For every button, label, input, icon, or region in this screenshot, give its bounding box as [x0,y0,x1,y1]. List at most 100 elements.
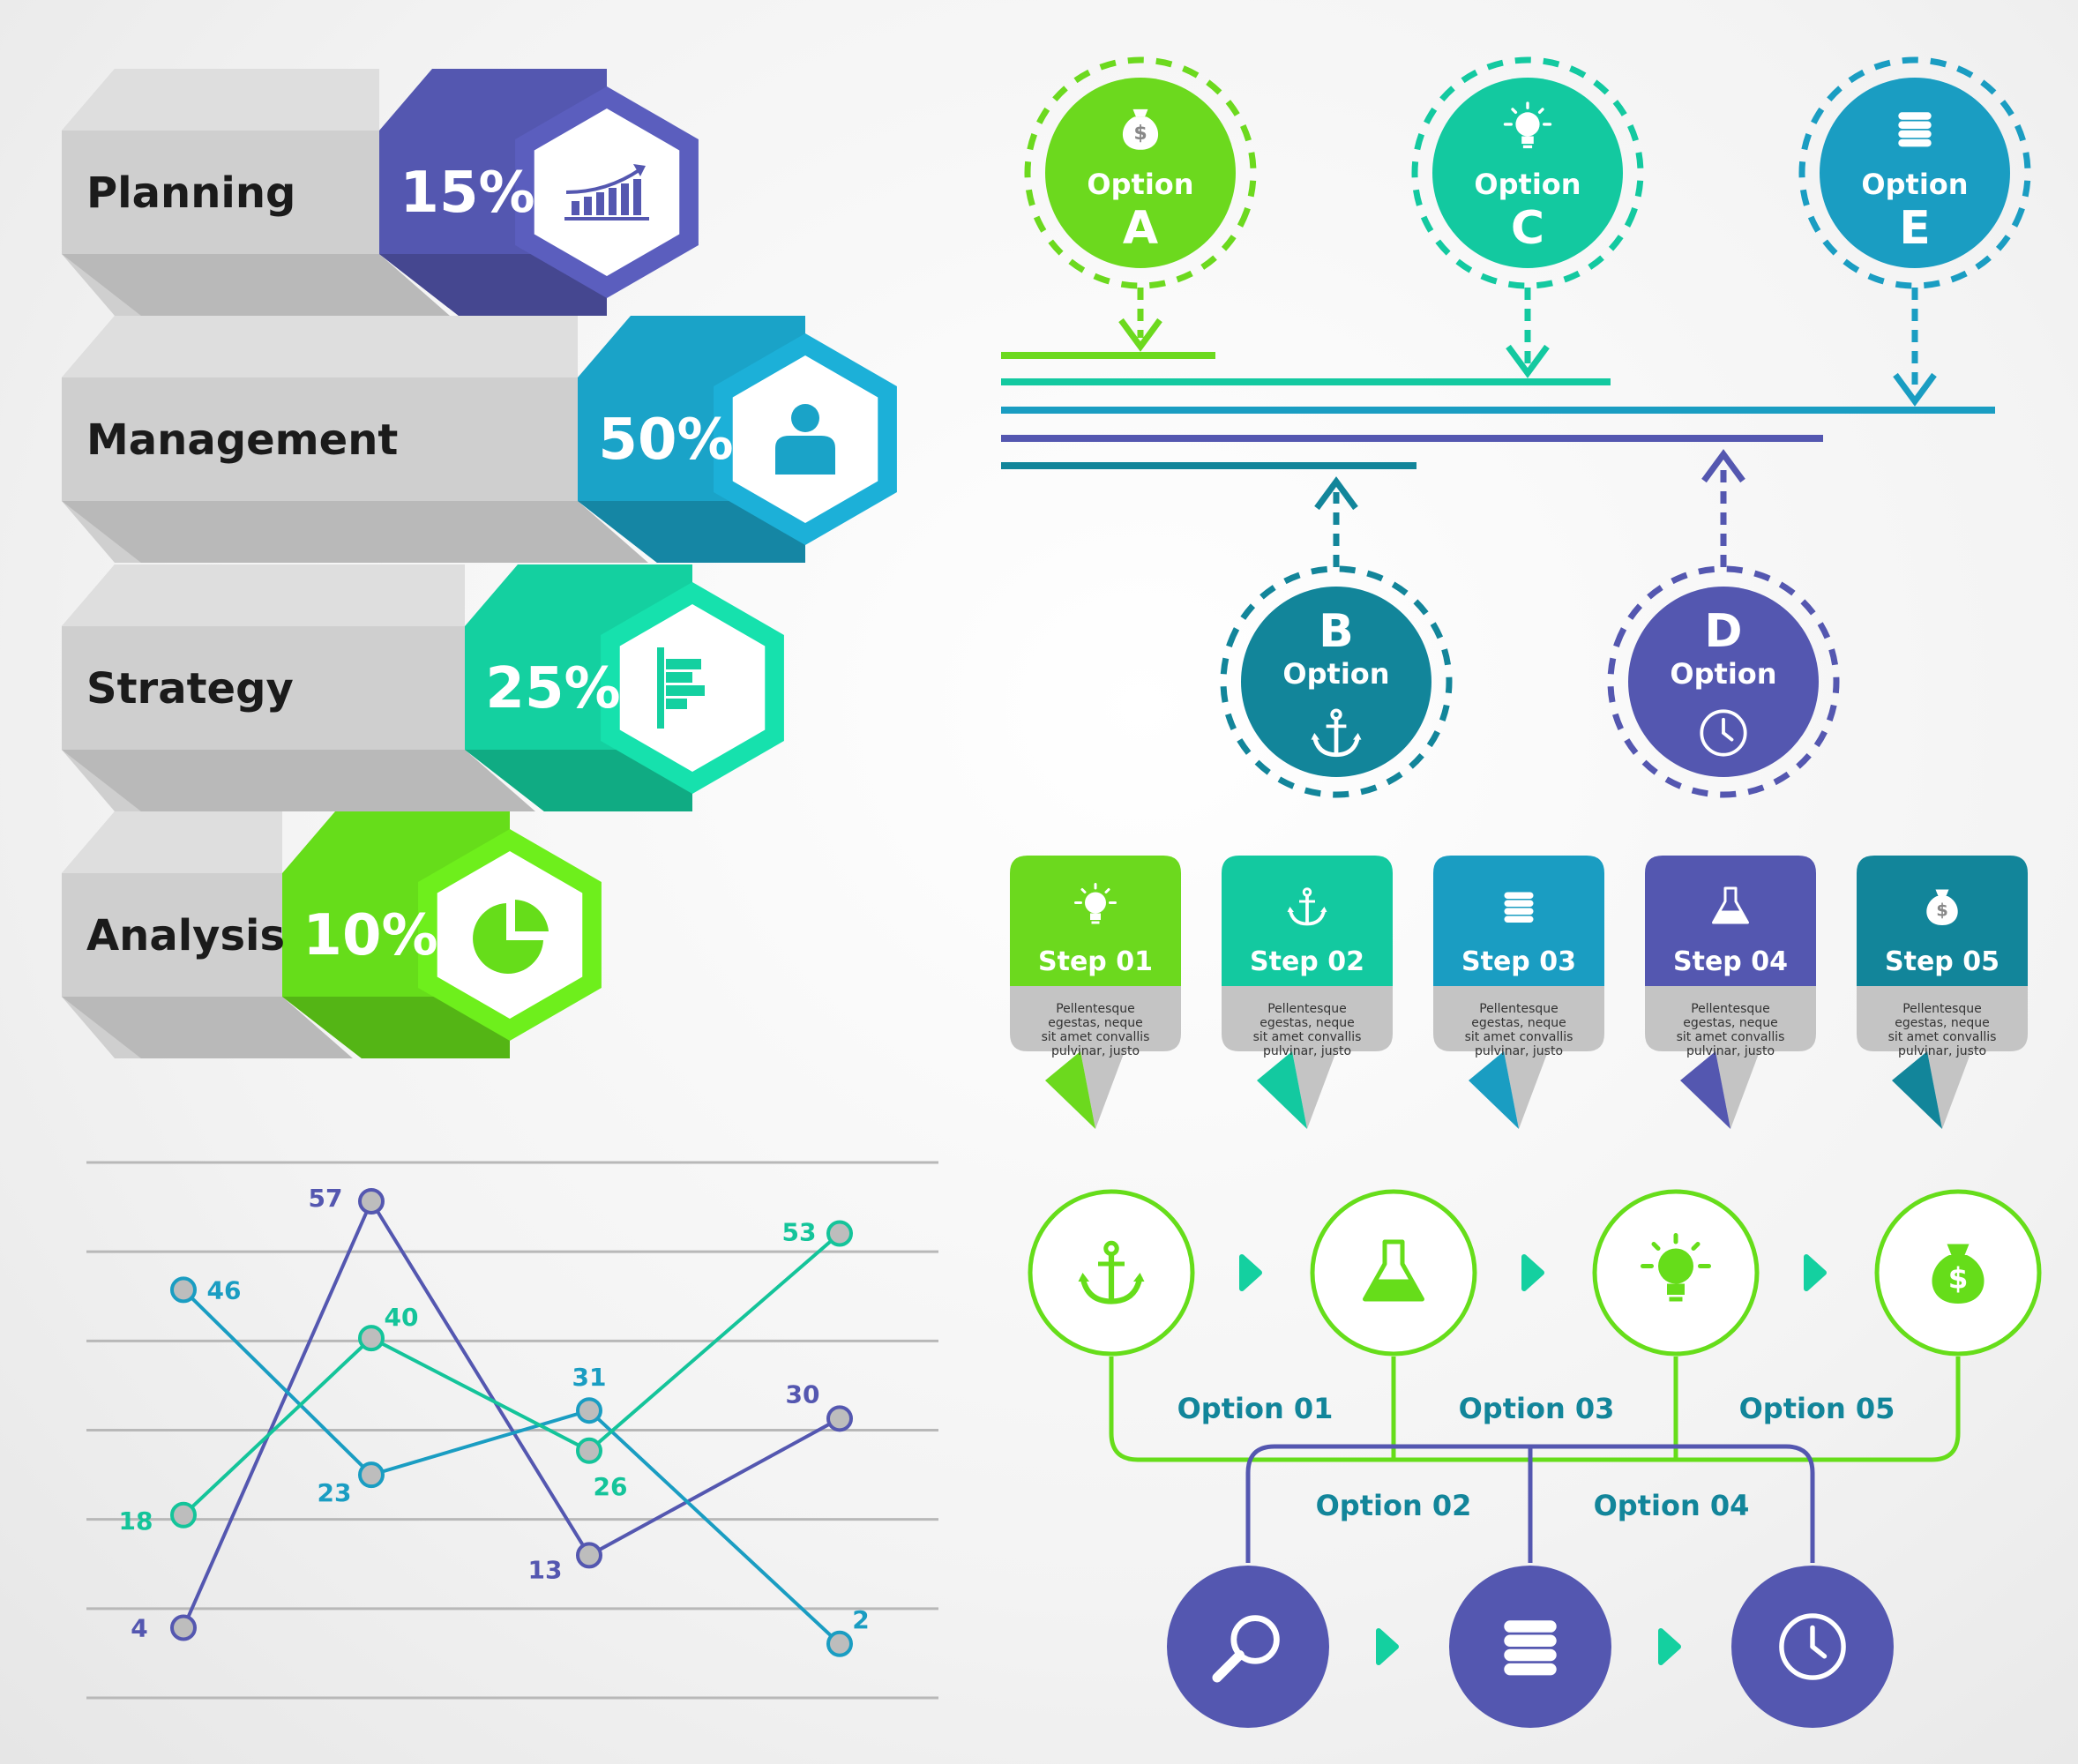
step-text-line: egestas, neque [1895,1016,1990,1030]
step-body [1222,986,1393,1129]
step-title: Step 03 [1461,946,1576,977]
step-text-line: sit amet convallis [1042,1030,1150,1044]
flow-arrow-icon [1376,1628,1399,1665]
flow-bottom-node-2 [1449,1566,1681,1728]
step-body [1010,986,1181,1129]
arrow-down-icon [1506,344,1550,378]
step-text-line: sit amet convallis [1888,1030,1997,1044]
bar-label: Management [86,415,398,465]
flow-arrow-icon [1239,1254,1262,1291]
flow-node-ring [1310,1189,1477,1357]
horizontal-bars-icon [657,647,705,729]
step-text-line: pulvinar, justo [1475,1044,1563,1058]
step-pointer [1680,1051,1730,1129]
data-label: 53 [782,1217,817,1246]
anchor-icon [1311,708,1362,758]
svg-text:$: $ [1948,1262,1969,1296]
bar-percent: 25% [485,656,620,721]
option-circle [1241,587,1431,777]
step-pointer [1892,1051,1942,1129]
data-point [826,1405,853,1432]
lightbulb-icon [1503,101,1552,149]
step-text-line: Pellentesque [1479,1002,1558,1016]
bar-item-management: Management 50% [62,316,897,563]
flow-label-upper: Option 01 [1177,1392,1334,1425]
step-pointer [1257,1051,1307,1129]
flow-connector-green [1109,1357,1961,1462]
option-word: Option [1282,657,1389,691]
person-icon [775,404,835,475]
step-text-line: pulvinar, justo [1898,1044,1986,1058]
bar-bottom-face [62,501,648,563]
flow-label-lower: Option 04 [1594,1489,1750,1522]
option-letter: C [1511,202,1544,255]
step-text-line: Pellentesque [1902,1002,1982,1016]
bar-label: Analysis [86,911,285,960]
lightbulb-icon [1641,1233,1711,1302]
data-point [170,1501,197,1529]
arrow-down-icon [1893,372,1937,407]
clock-icon [1700,709,1747,757]
series-line [182,1197,841,1629]
option-circle [1628,587,1819,777]
data-label: 30 [786,1379,820,1409]
bar-top-face [62,316,578,377]
data-label: 23 [318,1478,352,1507]
step-header [1010,856,1181,986]
line-chart: 4 57 13 30 46 23 31 2 18 40 26 53 [86,1161,938,1700]
flask-icon [1712,886,1749,924]
bar-cap-shadow [282,997,510,1058]
data-point [358,1325,385,1352]
data-label: 4 [131,1614,147,1643]
bar-cap-shadow [379,254,607,316]
data-label: 26 [594,1472,628,1501]
step-body [1857,986,2028,1129]
step-title: Step 02 [1250,946,1364,977]
bar-cap-shadow [465,750,692,811]
step-body [1645,986,1816,1129]
step-text-line: egestas, neque [1048,1016,1143,1030]
bar-item-analysis: Analysis 10% [62,811,602,1058]
data-label: 31 [572,1363,607,1392]
flow-arrow-icon [1804,1254,1827,1291]
step-text-line: sit amet convallis [1677,1030,1785,1044]
step-text-line: sit amet convallis [1253,1030,1362,1044]
flow-top-node-4: $ [1874,1189,2042,1357]
bar-bottom-face [62,750,535,811]
dashed-ring [1798,56,2031,289]
series-line [182,1231,841,1517]
svg-text:$: $ [1133,122,1147,145]
bar-bottom-face [62,254,450,316]
bar-percent: 50% [598,407,733,473]
dashed-ring [1411,56,1644,289]
hexagon-inner [534,108,680,276]
data-point [170,1276,197,1304]
step-text-line: egestas, neque [1683,1016,1778,1030]
step-text-line: pulvinar, justo [1686,1044,1775,1058]
data-point [358,1461,385,1489]
flow-arrow-icon [1658,1628,1681,1665]
anchor-icon [1078,1240,1145,1304]
flow-label-upper: Option 03 [1459,1392,1615,1425]
coins-icon [1504,1620,1557,1676]
series-line [182,1288,841,1646]
bar-top-face [62,69,379,131]
data-label: 46 [207,1275,242,1304]
dashed-ring [1220,565,1453,798]
step-text-line: sit amet convallis [1465,1030,1573,1044]
step-title: Step 05 [1885,946,2000,977]
arrow-up-icon [1314,476,1358,511]
bar-percent: 15% [400,161,534,226]
option-circle [1432,78,1623,268]
